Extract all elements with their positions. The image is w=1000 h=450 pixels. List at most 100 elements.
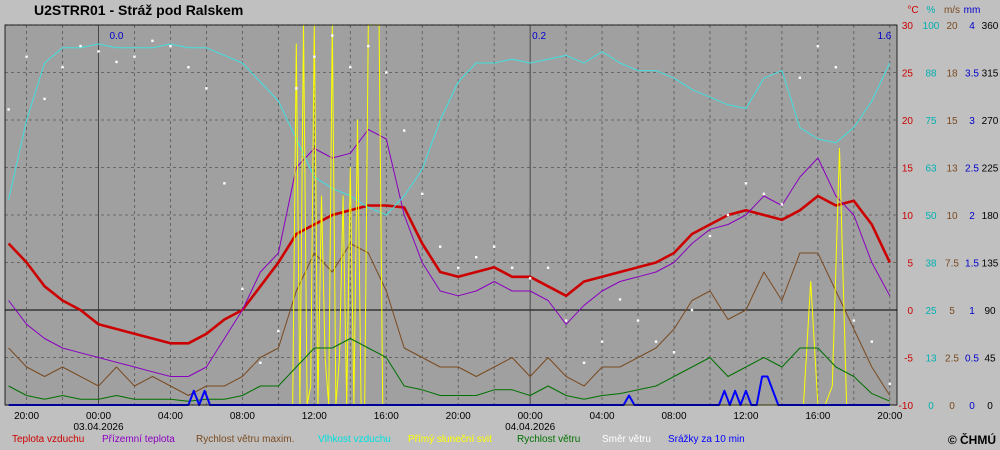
x-tick-label: 08:00 [230,411,255,422]
series-1 [8,129,891,377]
series-line [8,43,891,216]
x-tick-label: 20:00 [14,411,39,422]
y-tick-label: 1 [969,306,975,317]
y-tick-label: 10 [946,211,958,222]
y-tick-label: 88 [925,69,937,80]
y-tick-label: -10 [899,401,914,412]
wind-direction-point [259,361,262,364]
wind-direction-point [744,182,748,185]
y-tick-label: 0 [907,306,913,317]
axis-unit-label: °C [907,5,918,16]
wind-direction-point [313,55,316,58]
y-tick-label: 360 [982,21,999,32]
wind-direction-point [852,319,856,322]
legend-item: Rychlost větru [517,434,581,445]
series-line [8,338,890,402]
wind-direction-point [870,340,874,343]
y-tick-label: 10 [902,211,914,222]
wind-direction-point [582,361,586,364]
wind-direction-point [7,108,10,111]
y-tick-label: 225 [982,164,999,175]
y-tick-label: 1.5 [965,259,979,270]
y-tick-label: 13 [946,164,958,175]
wind-direction-point [349,66,352,69]
y-tick-label: 2.5 [965,164,979,175]
wind-direction-point [564,319,568,322]
wind-direction-point [421,192,424,196]
legend-item: Přímý sluneční svit [408,434,492,445]
y-tick-label: 2 [969,211,975,222]
wind-direction-point [115,60,118,64]
axis-unit-label: m/s [944,5,960,16]
wind-direction-point [241,287,244,291]
y-tick-label: 25 [902,69,914,80]
precip-sum-label: 0.0 [110,31,124,42]
series-0 [7,194,891,345]
wind-direction-point [385,71,388,74]
series-5 [8,338,890,402]
x-tick-label: 20:00 [446,411,471,422]
series-line [7,194,891,345]
legend-item: Teplota vzduchu [12,434,85,445]
wind-direction-point [456,266,460,269]
x-tick-label: 20:00 [877,411,902,422]
wind-direction-point [528,277,532,280]
wind-direction-point [43,97,46,101]
wind-direction-point [762,192,766,196]
wind-direction-point [367,44,370,48]
y-tick-label: 0 [987,401,993,412]
precip-sum-label: 0.2 [532,31,546,42]
wind-direction-point [600,340,604,343]
precip-sum-label: 1.6 [877,31,891,42]
y-tick-label: 0.5 [965,354,979,365]
y-tick-label: 20 [946,21,958,32]
wind-direction-point [97,50,100,53]
wind-direction-point [690,308,694,312]
x-tick-label: 04:00 [590,411,615,422]
wind-direction-point [403,129,406,132]
y-tick-label: 3 [969,116,975,127]
wind-direction-point [205,87,208,90]
wind-direction-point [169,44,172,48]
wind-direction-point [474,256,478,259]
y-tick-label: 180 [982,211,999,222]
x-tick-label: 12:00 [302,411,327,422]
y-tick-label: 5 [949,306,955,317]
series-line [8,129,891,377]
y-tick-label: 45 [984,354,996,365]
plot-border [4,24,898,406]
x-tick-label: 16:00 [805,411,830,422]
wind-direction-point [151,39,154,43]
x-tick-label: 16:00 [374,411,399,422]
wind-direction-point [726,213,730,217]
y-tick-label: 3.5 [965,69,979,80]
wind-direction-point [277,329,280,333]
wind-direction-point [834,66,838,69]
x-tick-label: 00:00 [518,411,543,422]
legend-item: Vlhkost vzduchu [318,434,391,445]
wind-direction-point [61,66,64,69]
wind-direction-point [133,55,136,58]
wind-direction-point [546,266,550,269]
wind-direction-point [223,182,226,185]
series-6 [7,34,892,386]
y-tick-label: 75 [925,116,937,127]
y-tick-label: 270 [982,116,999,127]
chart-title: U2STRR01 - Stráž pod Ralskem [34,2,244,18]
legend-item: Srážky za 10 min [668,434,745,445]
y-tick-label: 20 [902,116,914,127]
y-tick-label: 100 [923,21,940,32]
legend-item: Směr větru [602,434,651,445]
wind-direction-point [672,351,676,354]
wind-direction-point [25,55,28,58]
series-2 [8,243,891,396]
y-tick-label: 0 [949,401,955,412]
y-tick-label: 13 [925,354,937,365]
series-line [8,375,890,406]
wind-direction-point [331,34,334,37]
series-7 [8,375,890,406]
y-tick-label: 0 [928,401,934,412]
wind-direction-point [798,76,802,79]
wind-direction-point [888,382,892,386]
